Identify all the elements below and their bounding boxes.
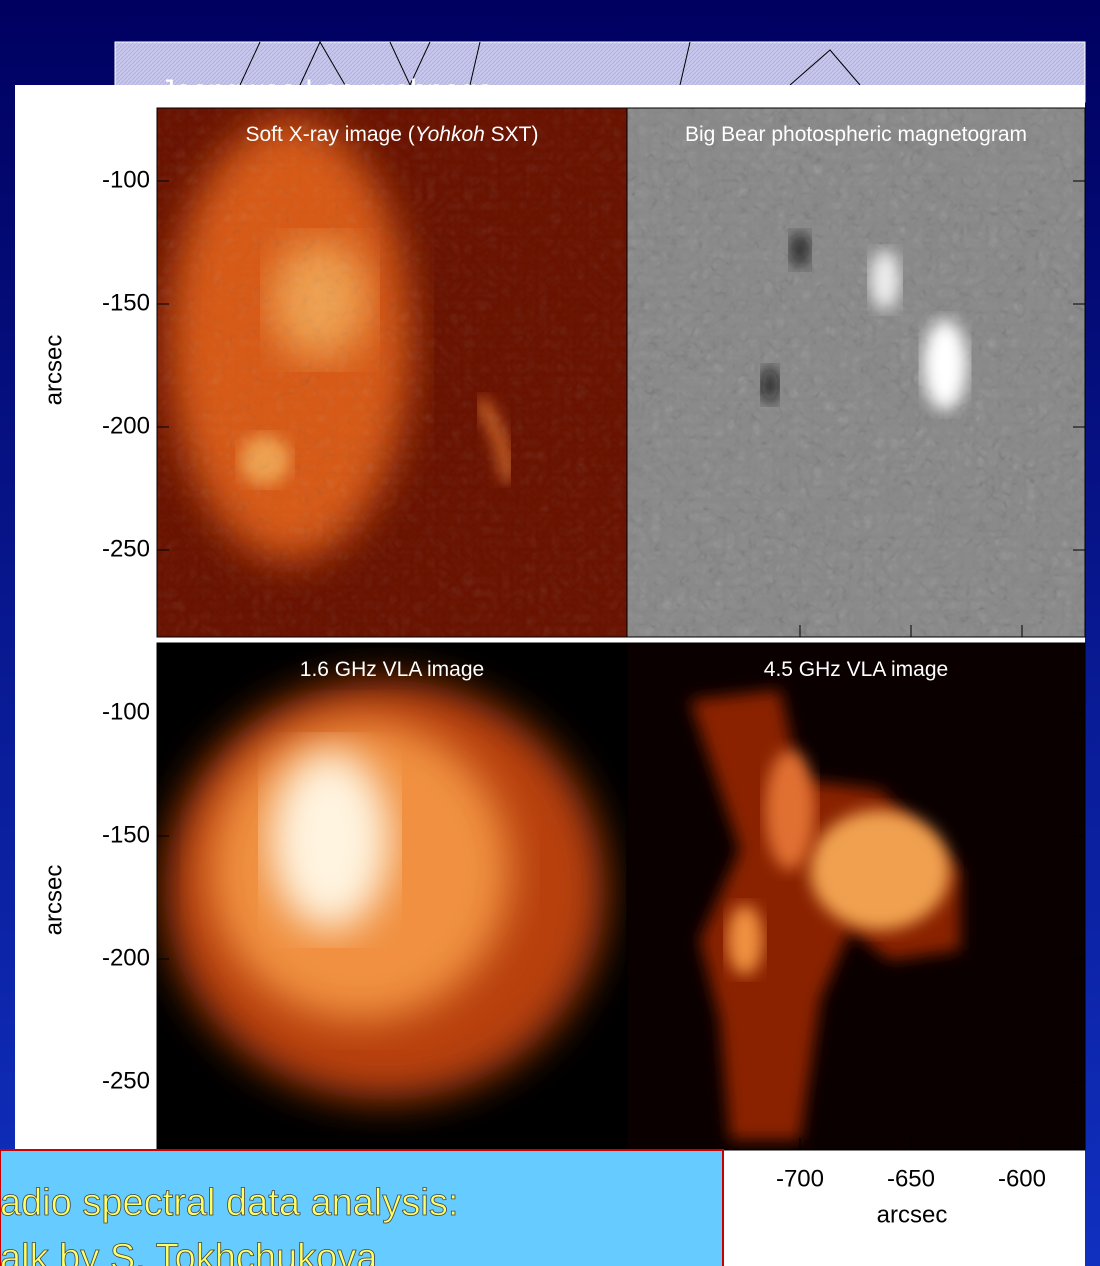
- panel-title: Big Bear photospheric magnetogram: [685, 123, 1027, 146]
- y-tick-label: -150: [102, 289, 150, 316]
- panel-title: 4.5 GHz VLA image: [764, 658, 948, 681]
- x-axis-label: arcsec: [877, 1201, 948, 1228]
- magnetogram-image: [627, 108, 1085, 637]
- title-part: Soft X-ray image (: [246, 123, 415, 146]
- x-tick-label: -600: [998, 1165, 1046, 1192]
- title-part: 1.6 GHz VLA image: [300, 658, 484, 681]
- title-part: Yohkoh: [415, 123, 485, 146]
- panel-title: Soft X-ray image (Yohkoh SXT): [246, 123, 539, 146]
- page: Joongwoo Lee, webpage Soft X-ray image (…: [0, 0, 1100, 1266]
- y-tick-label: -150: [102, 821, 150, 848]
- y-tick-label: -200: [102, 944, 150, 971]
- note-line: alk by S. Tokhchukova: [0, 1237, 378, 1266]
- y-tick-label: -100: [102, 166, 150, 193]
- note-line: adio spectral data analysis:: [0, 1182, 458, 1224]
- y-tick-label: -250: [102, 535, 150, 562]
- title-part: SXT): [485, 123, 539, 146]
- y-tick-label: -100: [102, 698, 150, 725]
- vla16-image: [157, 643, 627, 1150]
- x-tick-label: -650: [887, 1165, 935, 1192]
- slide: Joongwoo Lee, webpage Soft X-ray image (…: [0, 0, 1100, 1266]
- panel-title: 1.6 GHz VLA image: [300, 658, 484, 681]
- vla45-image: [627, 643, 1085, 1150]
- x-tick-label: -700: [776, 1165, 824, 1192]
- y-tick-label: -250: [102, 1067, 150, 1094]
- y-axis-label: arcsec: [40, 335, 67, 406]
- title-part: Big Bear photospheric magnetogram: [685, 123, 1027, 146]
- title-part: 4.5 GHz VLA image: [764, 658, 948, 681]
- y-axis-label: arcsec: [40, 865, 67, 936]
- y-tick-label: -200: [102, 412, 150, 439]
- sxt-image: [157, 108, 627, 637]
